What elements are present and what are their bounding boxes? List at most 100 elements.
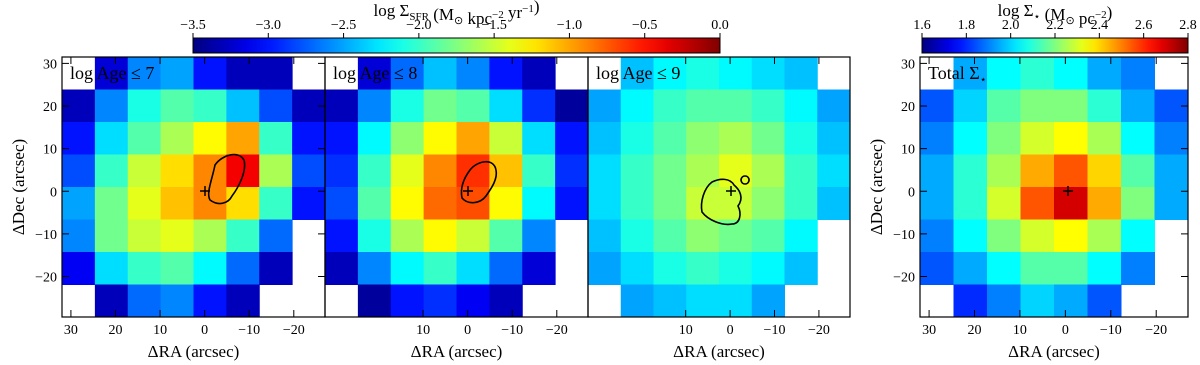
map-cell <box>357 252 392 285</box>
x-tick-label: −20 <box>546 323 568 338</box>
x-tick-label: 0 <box>1062 323 1069 338</box>
map-cell <box>259 219 293 253</box>
map-cell <box>1087 154 1122 188</box>
map-cell <box>987 89 1021 123</box>
label-part: (M <box>429 5 454 24</box>
label-sub: SFR <box>409 11 429 23</box>
map-cell <box>588 252 622 285</box>
map-cell <box>1020 219 1055 253</box>
map-cell <box>784 89 818 123</box>
label-part: log Age ≤ 8 <box>333 63 417 83</box>
map-cell <box>259 89 293 123</box>
label-sub: ⋆ <box>980 74 987 86</box>
map-cell <box>390 252 425 285</box>
map-cell <box>423 284 457 318</box>
map-cell <box>751 89 785 123</box>
map-cell <box>259 252 293 285</box>
map-cell <box>357 187 392 220</box>
x-axis-label: ΔRA (arcsec) <box>1008 342 1100 361</box>
map-cell <box>62 252 96 285</box>
map-cell <box>325 122 359 155</box>
label-part: log Age ≤ 7 <box>70 63 154 83</box>
map-cell <box>292 122 326 155</box>
y-axis-label: ΔDec (arcsec) <box>9 139 28 235</box>
map-cell <box>555 122 589 155</box>
label-sup: −1 <box>522 3 534 15</box>
map-cell <box>127 219 162 253</box>
map-cell <box>817 187 851 220</box>
panel-label: Total Σ⋆ <box>928 63 987 86</box>
map-cell <box>784 154 818 188</box>
map-cell <box>62 154 96 188</box>
map-cell <box>94 89 129 123</box>
map-cell <box>1020 57 1055 90</box>
map-cell <box>719 252 753 285</box>
map-cell <box>1020 89 1055 123</box>
map-cell <box>588 154 622 188</box>
y-tick-label: −10 <box>893 228 915 243</box>
colorbar <box>192 37 721 54</box>
map-cell <box>686 57 720 90</box>
map-cell <box>259 122 293 155</box>
map-cell <box>489 252 523 285</box>
colorbar-tick-label: 2.8 <box>1179 18 1197 33</box>
map-cell <box>751 187 785 220</box>
x-tick-label: −20 <box>283 323 305 338</box>
map-cell <box>456 154 490 188</box>
map-cell <box>94 252 129 285</box>
map-cell <box>226 122 260 155</box>
map-cell <box>653 154 687 188</box>
label-part: yr <box>504 3 523 22</box>
x-tick-label: 0 <box>464 323 471 338</box>
map-cell <box>751 122 785 155</box>
center-marker <box>200 186 1073 196</box>
label-part: ) <box>534 0 540 16</box>
map-cell <box>292 187 326 220</box>
panel-label: log Age ≤ 8 <box>333 63 417 83</box>
map-cell <box>719 284 753 318</box>
map-cell <box>456 122 490 155</box>
map-cell <box>620 122 654 155</box>
y-tick-label: 0 <box>908 185 915 200</box>
map-cell <box>784 57 818 90</box>
x-tick-label: −10 <box>238 323 260 338</box>
map-cell <box>1054 89 1088 123</box>
map-cell <box>390 284 425 318</box>
map-cell <box>1087 89 1122 123</box>
contour <box>207 153 246 205</box>
map-cell <box>987 122 1021 155</box>
map-cell <box>390 154 425 188</box>
map-cell <box>987 252 1021 285</box>
label-part: log Σ <box>998 1 1034 20</box>
contour <box>700 175 750 226</box>
map-cell <box>686 187 720 220</box>
x-tick-label: 0 <box>201 323 208 338</box>
map-cell <box>193 57 227 90</box>
map-cell <box>588 219 622 253</box>
panel-label: log Age ≤ 9 <box>596 63 680 83</box>
colorbar <box>921 37 1189 54</box>
map-cell <box>390 219 425 253</box>
colorbar-tick-label: −2.0 <box>406 18 431 33</box>
map-cell <box>719 57 753 90</box>
map-cell <box>423 252 457 285</box>
map-cell <box>751 252 785 285</box>
label-part: log Age ≤ 9 <box>596 63 680 83</box>
x-axis-label: ΔRA (arcsec) <box>148 342 240 361</box>
map-cell <box>94 284 129 318</box>
map-cell <box>357 57 392 90</box>
map-cell <box>1121 219 1155 253</box>
map-cell <box>1121 187 1155 220</box>
map-cell <box>226 89 260 123</box>
map-cell <box>1054 57 1088 90</box>
colorbar-label: log Σ⋆ (M⊙ pc−2) <box>998 1 1113 28</box>
map-cell <box>653 219 687 253</box>
contour <box>460 160 498 204</box>
map-cell <box>653 122 687 155</box>
map-cell <box>920 187 954 220</box>
label-sup: −2 <box>1095 9 1107 21</box>
map-cell <box>127 284 162 318</box>
map-cell <box>1020 252 1055 285</box>
